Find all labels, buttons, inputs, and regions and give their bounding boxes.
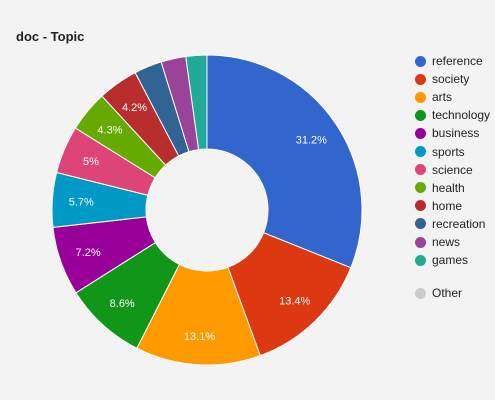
slice-label-arts: 13.1% <box>184 331 215 343</box>
legend-swatch-icon <box>415 91 426 103</box>
legend-swatch-icon <box>415 287 426 299</box>
legend-item-recreation[interactable]: recreation <box>413 215 485 233</box>
legend-label: society <box>432 72 470 87</box>
legend-label: science <box>432 162 473 177</box>
slices-group <box>51 54 363 366</box>
legend-label: reference <box>432 54 483 68</box>
slice-label-society: 13.4% <box>279 295 310 307</box>
legend-label: Other <box>432 286 463 301</box>
legend-swatch-icon <box>415 55 426 67</box>
legend-item-arts[interactable]: arts <box>413 88 452 106</box>
legend-label: home <box>432 198 463 213</box>
slice-label-sports: 5.7% <box>69 197 94 209</box>
legend-swatch-icon <box>415 109 426 121</box>
legend-item-sports[interactable]: sports <box>413 143 465 161</box>
legend-item-home[interactable]: home <box>413 197 462 215</box>
legend-label: games <box>432 253 469 268</box>
slice-label-reference: 31.2% <box>296 134 327 146</box>
slice-label-health: 4.3% <box>97 125 122 137</box>
legend-swatch-icon <box>415 200 426 212</box>
legend-label: sports <box>432 144 465 159</box>
legend-swatch-icon <box>415 146 426 157</box>
legend-swatch-icon <box>415 164 426 176</box>
legend-item-reference[interactable]: reference <box>413 52 483 70</box>
slice-label-home: 4.2% <box>122 102 147 114</box>
slice-labels-group: 31.2% 13.4% 13.1% 8.6% 7.2% 5.7% 5% 4.3%4.2% <box>69 102 327 343</box>
slice-label-science: 5% <box>83 156 99 168</box>
legend-label: health <box>432 180 465 195</box>
slice-reference[interactable] <box>206 54 363 269</box>
legend-swatch-icon <box>415 218 426 230</box>
legend-item-health[interactable]: health <box>413 179 465 197</box>
legend-label: recreation <box>432 216 486 231</box>
legend-item-business[interactable]: business <box>413 124 479 142</box>
chart-title: doc - Topic <box>16 29 85 44</box>
legend-item-society[interactable]: society <box>413 70 469 88</box>
legend-item-news[interactable]: news <box>413 233 460 251</box>
slice-label-business: 7.2% <box>76 247 101 259</box>
legend-label: business <box>432 126 480 141</box>
legend-item-other[interactable]: Other <box>413 284 462 302</box>
legend-swatch-icon <box>415 73 426 85</box>
slice-arts[interactable] <box>136 263 261 366</box>
slice-label-technology: 8.6% <box>110 298 135 310</box>
legend-label: news <box>432 235 461 249</box>
slice-society[interactable] <box>227 232 352 357</box>
legend-item-technology[interactable]: technology <box>413 106 490 124</box>
legend-swatch-icon <box>415 236 426 248</box>
legend-swatch-icon <box>415 182 426 194</box>
legend-item-science[interactable]: science <box>413 161 473 179</box>
legend-label: arts <box>432 90 453 105</box>
legend-swatch-icon <box>415 254 426 266</box>
slice-games[interactable] <box>185 54 208 151</box>
legend-swatch-icon <box>415 127 426 139</box>
legend-item-games[interactable]: games <box>413 251 468 269</box>
legend-label: technology <box>432 108 491 123</box>
